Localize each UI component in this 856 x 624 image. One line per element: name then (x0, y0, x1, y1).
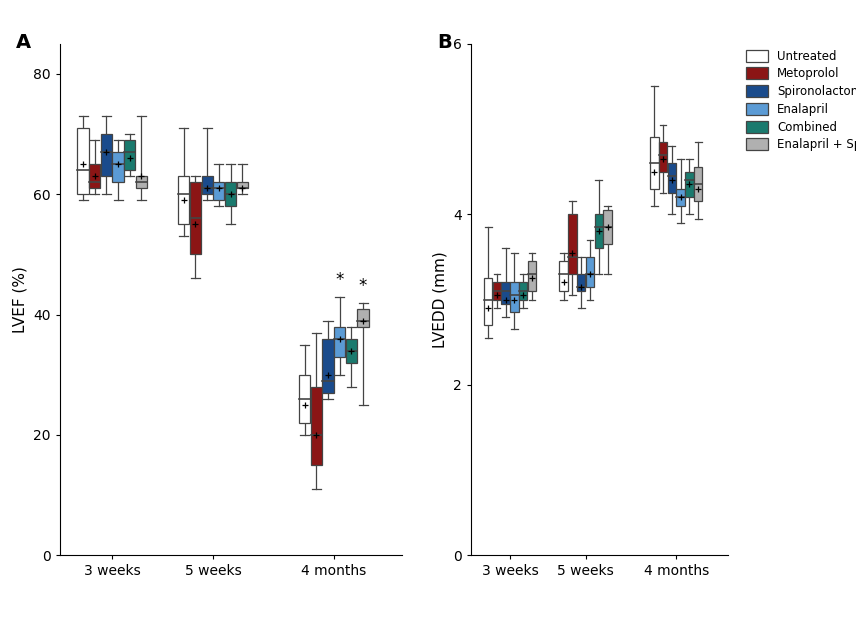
FancyBboxPatch shape (346, 339, 357, 363)
FancyBboxPatch shape (659, 142, 668, 172)
FancyBboxPatch shape (124, 140, 135, 170)
FancyBboxPatch shape (77, 128, 89, 194)
FancyBboxPatch shape (560, 261, 568, 291)
FancyBboxPatch shape (178, 176, 189, 224)
FancyBboxPatch shape (225, 182, 236, 206)
FancyBboxPatch shape (603, 210, 612, 244)
FancyBboxPatch shape (89, 164, 100, 188)
FancyBboxPatch shape (334, 326, 345, 357)
FancyBboxPatch shape (484, 278, 492, 325)
FancyBboxPatch shape (668, 163, 676, 193)
FancyBboxPatch shape (112, 152, 124, 182)
FancyBboxPatch shape (650, 137, 658, 188)
Text: *: * (359, 277, 367, 295)
FancyBboxPatch shape (311, 387, 322, 465)
FancyBboxPatch shape (528, 261, 536, 291)
FancyBboxPatch shape (510, 283, 519, 313)
Text: B: B (437, 34, 452, 52)
FancyBboxPatch shape (586, 257, 594, 287)
FancyBboxPatch shape (236, 182, 248, 188)
FancyBboxPatch shape (577, 274, 586, 291)
FancyBboxPatch shape (694, 167, 703, 202)
Text: A: A (15, 34, 31, 52)
FancyBboxPatch shape (190, 182, 201, 255)
Legend: Untreated, Metoprolol, Spironolactone, Enalapril, Combined, Enalapril + Spironol: Untreated, Metoprolol, Spironolactone, E… (746, 49, 856, 152)
FancyBboxPatch shape (568, 214, 577, 274)
FancyBboxPatch shape (685, 172, 693, 197)
Y-axis label: LVEDD (mm): LVEDD (mm) (432, 251, 448, 348)
FancyBboxPatch shape (101, 134, 112, 176)
FancyBboxPatch shape (519, 283, 527, 300)
FancyBboxPatch shape (595, 214, 603, 248)
FancyBboxPatch shape (502, 283, 510, 304)
FancyBboxPatch shape (493, 283, 501, 300)
FancyBboxPatch shape (213, 182, 224, 200)
FancyBboxPatch shape (358, 308, 369, 326)
FancyBboxPatch shape (323, 339, 334, 393)
Y-axis label: LVEF (%): LVEF (%) (13, 266, 27, 333)
Text: *: * (336, 271, 344, 290)
FancyBboxPatch shape (201, 176, 213, 194)
FancyBboxPatch shape (676, 188, 685, 206)
FancyBboxPatch shape (136, 176, 147, 188)
FancyBboxPatch shape (299, 375, 310, 423)
